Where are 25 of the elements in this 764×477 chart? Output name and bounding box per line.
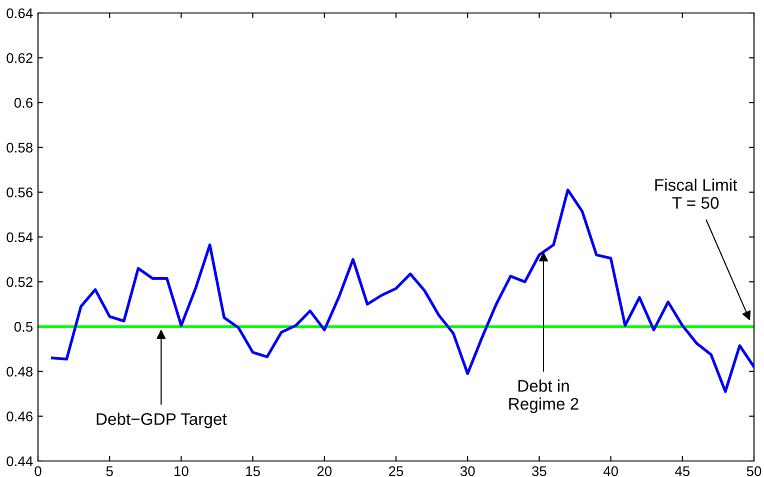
x-tick-label: 45 <box>674 466 690 476</box>
y-tick-label: 0.6 <box>14 98 33 108</box>
x-tick-label: 25 <box>388 466 404 476</box>
y-tick-label: 0.56 <box>6 188 33 198</box>
y-tick-label: 0.5 <box>14 322 33 332</box>
x-tick-label: 35 <box>532 466 546 476</box>
x-tick-label: 30 <box>460 466 475 476</box>
x-tick-label: 5 <box>106 466 113 476</box>
y-tick-label: 0.44 <box>6 456 33 466</box>
y-tick-label: 0.62 <box>6 53 32 63</box>
x-tick-label: 15 <box>246 466 260 476</box>
y-tick-label: 0.48 <box>6 366 33 377</box>
annotation: Fiscal Limit T = 50 <box>655 178 738 209</box>
y-tick-label: 0.54 <box>6 232 33 242</box>
x-tick-label: 20 <box>317 466 332 476</box>
y-tick-label: 0.46 <box>6 412 33 422</box>
y-tick-label: 0.64 <box>6 8 33 18</box>
x-tick-label: 10 <box>174 466 188 476</box>
x-tick-label: 0 <box>34 466 42 476</box>
annotation: Debt in Regime 2 <box>509 380 578 414</box>
x-tick-label: 50 <box>746 466 762 476</box>
annotation: Debt−GDP Target <box>96 412 227 428</box>
x-tick-label: 40 <box>603 466 618 476</box>
y-tick-label: 0.52 <box>6 277 32 287</box>
y-tick-label: 0.58 <box>6 142 33 153</box>
